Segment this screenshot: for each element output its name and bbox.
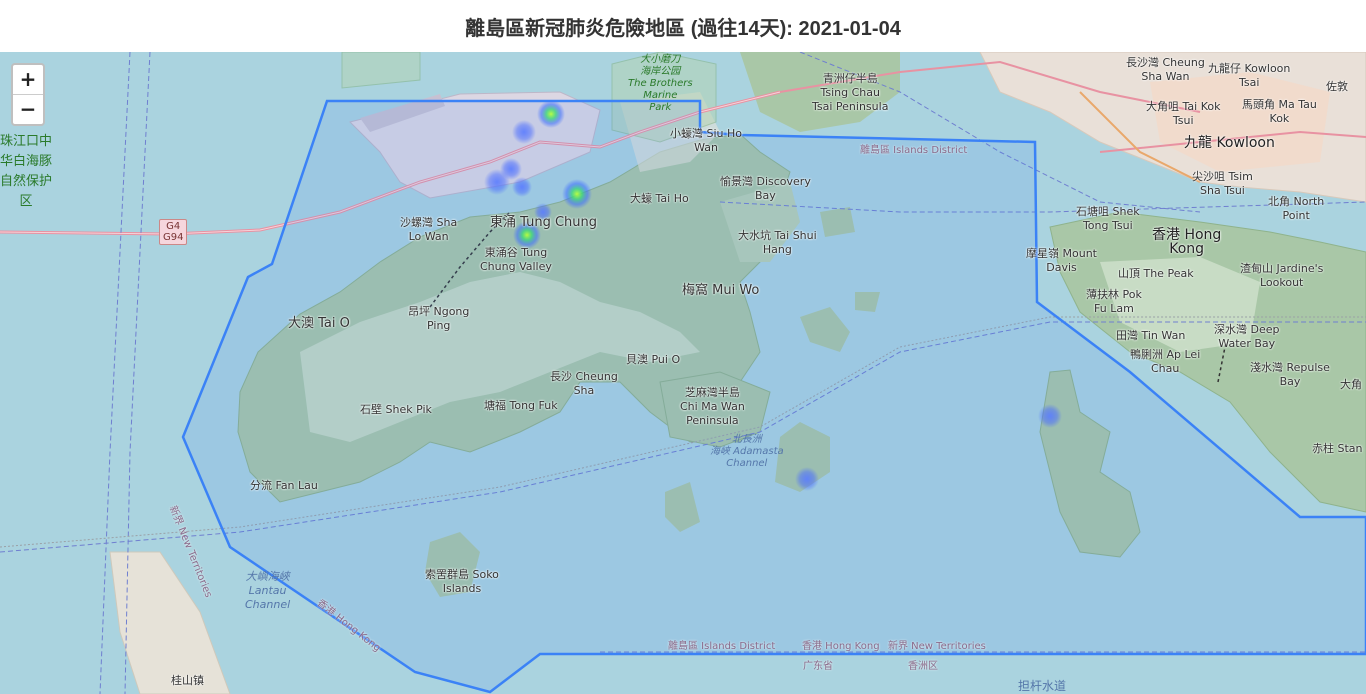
islands-district-boundary: [181, 99, 1366, 694]
heat-spot: [534, 203, 552, 221]
label-islands-district-top: 離島區 Islands District: [860, 145, 968, 156]
label-guishan: 桂山镇: [171, 674, 204, 687]
label-kowloon: 九龍 Kowloon: [1184, 135, 1275, 151]
label-tsim-sha-tsui: 尖沙咀 Tsim Sha Tsui: [1192, 170, 1253, 197]
label-siu-ho-wan: 小蠔灣 Siu Ho Wan: [670, 127, 743, 154]
label-chi-ma-wan: 芝麻灣半島 Chi Ma Wan Peninsula: [680, 386, 745, 427]
heat-spot: [512, 177, 532, 197]
label-tsing-chau: 青洲仔半島 Tsing Chau Tsai Peninsula: [812, 72, 889, 113]
map-canvas: [0, 52, 1366, 694]
label-repulse-bay: 淺水灣 Repulse Bay: [1250, 361, 1330, 388]
label-fan-lau: 分流 Fan Lau: [250, 479, 318, 492]
heat-spot: [1038, 404, 1062, 428]
heat-spot: [537, 100, 565, 128]
label-ma-tau-kok: 馬頭角 Ma Tau Kok: [1242, 98, 1317, 125]
map-view[interactable]: + − 珠江口中 华白海豚 自然保护 区 大小磨刀 海岸公园 The Broth…: [0, 52, 1366, 694]
label-soko-islands: 索罟群島 Soko Islands: [425, 568, 499, 595]
label-cheung-sha-wan: 長沙灣 Cheung Sha Wan: [1126, 56, 1205, 83]
heat-spot: [513, 221, 541, 249]
label-lantau-channel: 大嶼海峽 Lantau Channel: [245, 570, 291, 611]
zoom-in-button[interactable]: +: [19, 67, 37, 91]
label-tai-ho: 大蠔 Tai Ho: [630, 192, 689, 205]
label-new-territories-bottom: 新界 New Territories: [888, 641, 986, 652]
label-north-point: 北角 North Point: [1268, 195, 1325, 222]
label-shek-tong-tsui: 石塘咀 Shek Tong Tsui: [1076, 205, 1140, 232]
label-pok-fu-lam: 薄扶林 Pok Fu Lam: [1086, 288, 1142, 315]
label-tung-chung-valley: 東涌谷 Tung Chung Valley: [480, 246, 552, 273]
heat-spot: [500, 158, 522, 180]
map-title: 離島區新冠肺炎危險地區 (過往14天): 2021-01-04: [465, 17, 901, 40]
label-sha-lo-wan: 沙螺灣 Sha Lo Wan: [400, 216, 458, 243]
label-mount-davis: 摩星嶺 Mount Davis: [1026, 247, 1097, 274]
label-danggan: 担杆水道: [1018, 679, 1067, 693]
airport: [349, 91, 601, 199]
label-hong-kong-bottom: 香港 Hong Kong: [802, 641, 880, 652]
label-sai-kung-kok: 佐敦: [1326, 80, 1348, 93]
label-tai-o: 大澳 Tai O: [288, 316, 350, 331]
label-ap-lei-chau: 鴨脷洲 Ap Lei Chau: [1130, 348, 1201, 375]
label-jardines-lookout: 渣甸山 Jardine's Lookout: [1240, 262, 1324, 289]
label-kowloon-tsai: 九龍仔 Kowloon Tsai: [1208, 62, 1291, 89]
label-guangdong: 广东省: [803, 661, 833, 672]
label-stanley: 赤柱 Stan: [1312, 442, 1363, 455]
label-brothers-park: 大小磨刀 海岸公园 The Brothers Marine Park: [628, 54, 693, 113]
zoom-control: + −: [11, 63, 45, 126]
label-tung-chung: 東涌 Tung Chung: [490, 215, 598, 230]
label-the-peak: 山頂 The Peak: [1118, 267, 1194, 280]
label-discovery-bay: 愉景灣 Discovery Bay: [720, 175, 811, 202]
label-islands-district-bottom: 離島區 Islands District: [668, 641, 776, 652]
label-pui-o: 貝澳 Pui O: [626, 353, 681, 366]
label-cheung-sha: 長沙 Cheung Sha: [550, 370, 618, 397]
label-shek-pik: 石壁 Shek Pik: [360, 403, 432, 416]
label-hong-kong-island: 香港 Hong Kong: [1152, 227, 1222, 257]
label-adamasta-channel: 北長洲 海峽 Adamasta Channel: [710, 434, 784, 469]
label-ngong-ping: 昂坪 Ngong Ping: [408, 305, 470, 332]
label-tai-hang: 大角: [1340, 378, 1362, 391]
label-xiangzhou: 香洲区: [908, 661, 938, 672]
road-shield-g4-g94: G4 G94: [159, 219, 188, 245]
heat-spot: [512, 120, 536, 144]
label-pearl-river-park: 珠江口中 华白海豚 自然保护 区: [0, 134, 53, 209]
label-deep-water-bay: 深水灣 Deep Water Bay: [1214, 323, 1280, 350]
zoom-out-button[interactable]: −: [13, 94, 43, 124]
heat-spot: [562, 179, 592, 209]
label-tin-wan: 田灣 Tin Wan: [1116, 329, 1186, 342]
title-bar: 離島區新冠肺炎危險地區 (過往14天): 2021-01-04: [0, 0, 1366, 52]
label-tong-fuk: 塘福 Tong Fuk: [484, 399, 558, 412]
label-tai-kok-tsui: 大角咀 Tai Kok Tsui: [1146, 100, 1221, 127]
label-mui-wo: 梅窩 Mui Wo: [682, 283, 760, 298]
heat-spot: [795, 467, 819, 491]
label-tai-shui-hang: 大水坑 Tai Shui Hang: [738, 229, 817, 256]
